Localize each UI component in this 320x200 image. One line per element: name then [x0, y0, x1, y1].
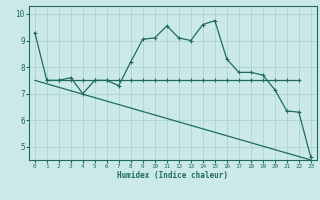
X-axis label: Humidex (Indice chaleur): Humidex (Indice chaleur): [117, 171, 228, 180]
